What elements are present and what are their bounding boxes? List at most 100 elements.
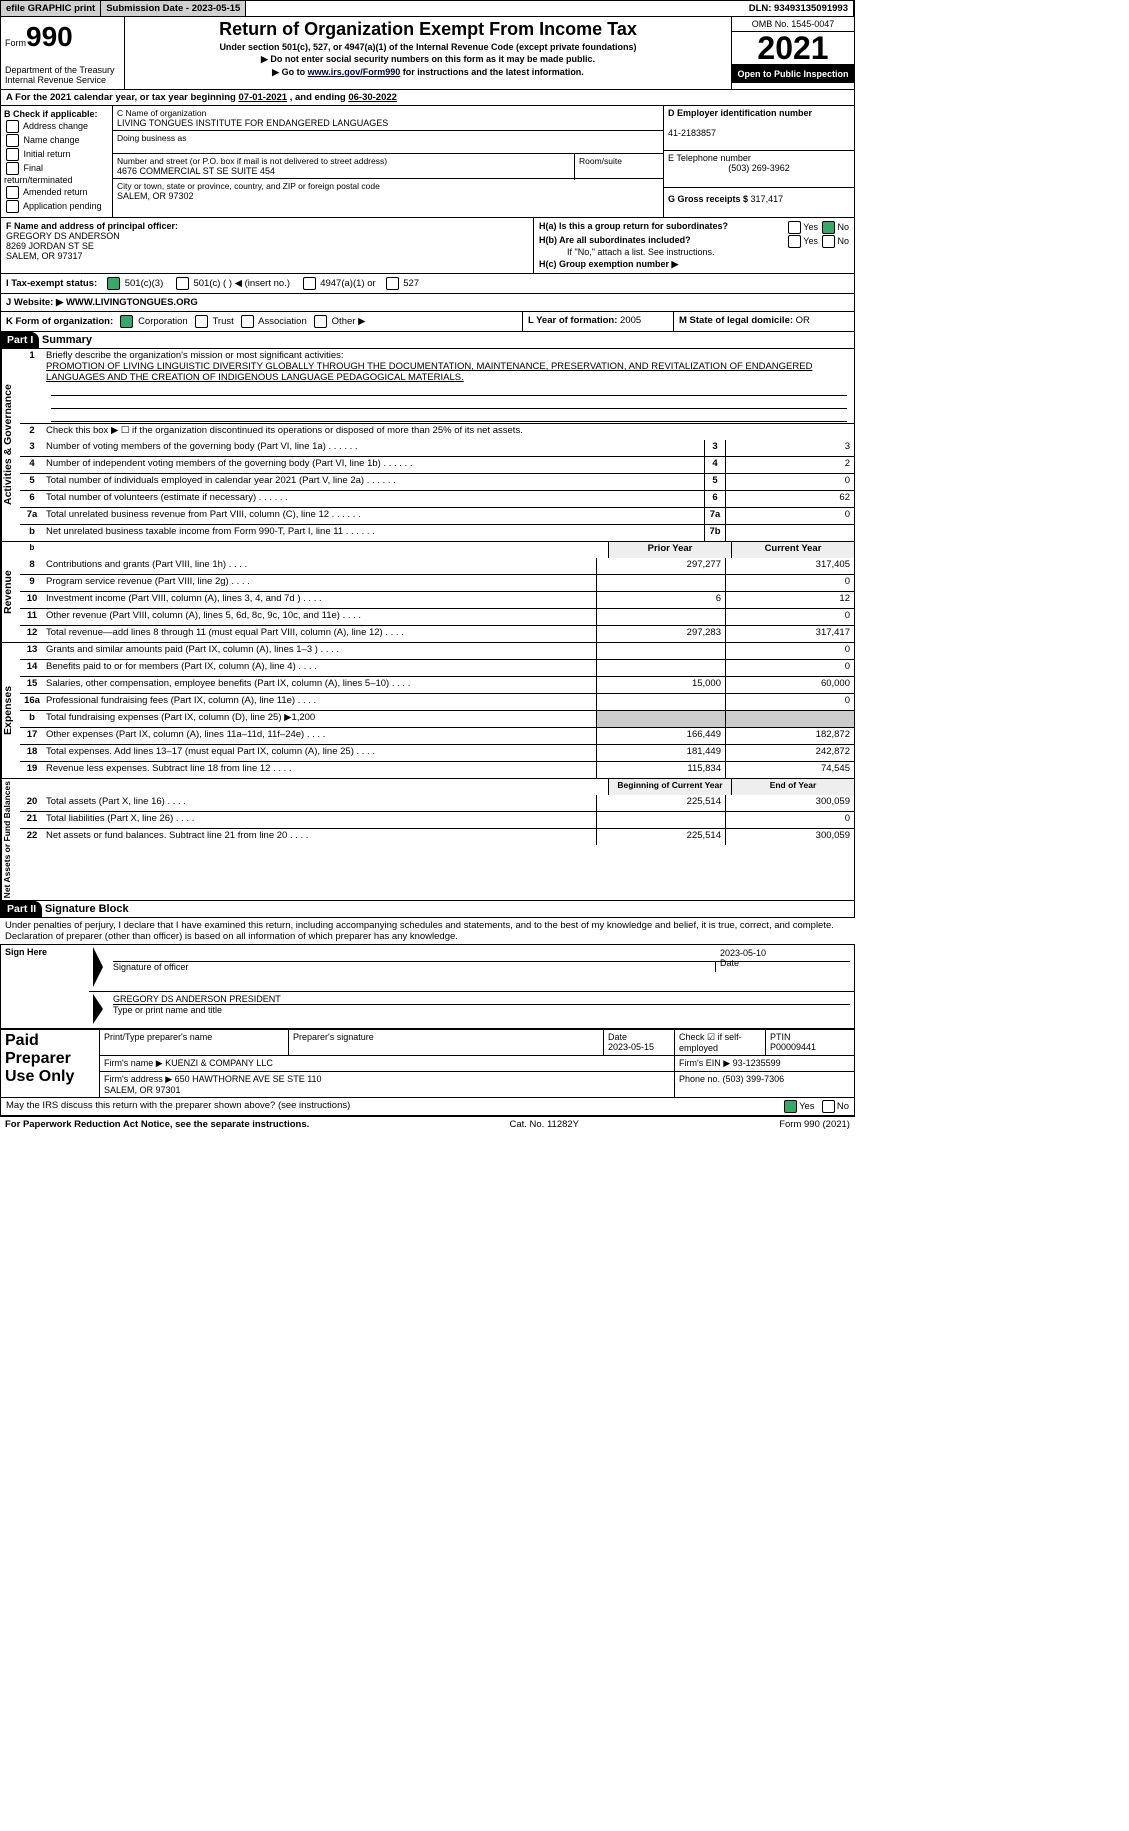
col-b-checkboxes: B Check if applicable: Address change Na… — [1, 106, 112, 217]
group-return: H(a) Is this a group return for subordin… — [533, 218, 854, 273]
ptin-value: P00009441 — [770, 1042, 816, 1052]
cb-initial-return[interactable]: Initial return — [4, 148, 109, 161]
dept-label: Department of the Treasury Internal Reve… — [5, 65, 120, 85]
part1-title: Part I — [1, 332, 39, 348]
line-item: 16aProfessional fundraising fees (Part I… — [20, 693, 854, 710]
header-center: Return of Organization Exempt From Incom… — [125, 17, 731, 89]
signature-table: Sign Here Signature of officer 2023-05-1… — [0, 944, 855, 1029]
rowa-begin: 07-01-2021 — [239, 92, 288, 103]
line-item: 22Net assets or fund balances. Subtract … — [20, 828, 854, 845]
section-netassets: Net Assets or Fund Balances Beginning of… — [0, 779, 855, 901]
rowa-mid: , and ending — [287, 92, 348, 103]
form-word: Form — [5, 38, 26, 48]
officer-title-label: Type or print name and title — [113, 1004, 850, 1015]
officer-printed-name: GREGORY DS ANDERSON PRESIDENT — [113, 994, 281, 1004]
header-right: OMB No. 1545-0047 2021 Open to Public In… — [731, 17, 854, 89]
line-item: bNet unrelated business taxable income f… — [20, 524, 854, 541]
efile-print-button[interactable]: efile GRAPHIC print — [1, 1, 101, 16]
colb-header: B Check if applicable: — [4, 109, 98, 119]
cb-address-change[interactable]: Address change — [4, 120, 109, 133]
cb-501c[interactable] — [176, 277, 189, 290]
row-a: A For the 2021 calendar year, or tax yea… — [0, 90, 855, 106]
cb-other[interactable] — [314, 315, 327, 328]
phone-value: (503) 269-3962 — [728, 163, 790, 173]
rowa-end: 06-30-2022 — [348, 92, 397, 103]
row-j-website: J Website: ▶ WWW.LIVINGTONGUES.ORG — [0, 294, 855, 312]
city-label: City or town, state or province, country… — [117, 181, 380, 191]
open-to-public: Open to Public Inspection — [732, 65, 854, 83]
prep-sig-label: Preparer's signature — [289, 1030, 604, 1056]
org-name-label: C Name of organization — [117, 108, 206, 118]
phone-label: E Telephone number — [668, 153, 751, 163]
discuss-label: May the IRS discuss this return with the… — [6, 1100, 782, 1113]
officer-name: GREGORY DS ANDERSON — [6, 231, 120, 241]
firm-ein-label: Firm's EIN ▶ — [679, 1058, 733, 1068]
cb-501c3[interactable] — [107, 277, 120, 290]
cb-assoc[interactable] — [241, 315, 254, 328]
part1-header: Part I Summary — [0, 332, 855, 349]
row-i-tax-status: I Tax-exempt status: 501(c)(3) 501(c) ( … — [0, 274, 855, 294]
ha-yes[interactable] — [788, 221, 801, 234]
top-bar: efile GRAPHIC print Submission Date - 20… — [0, 0, 855, 17]
cb-amended[interactable]: Amended return — [4, 186, 109, 199]
subtitle-2: ▶ Do not enter social security numbers o… — [133, 54, 723, 65]
prep-name-label: Print/Type preparer's name — [100, 1030, 289, 1056]
discuss-row: May the IRS discuss this return with the… — [0, 1098, 855, 1116]
hb-yes[interactable] — [788, 235, 801, 248]
cb-final-return[interactable]: Final return/terminated — [4, 162, 109, 185]
irs-link[interactable]: www.irs.gov/Form990 — [308, 67, 401, 77]
paid-preparer-label: Paid Preparer Use Only — [1, 1030, 100, 1098]
formorg-label: K Form of organization: — [6, 316, 113, 327]
line-item: 19Revenue less expenses. Subtract line 1… — [20, 761, 854, 778]
cb-name-change[interactable]: Name change — [4, 134, 109, 147]
city-value: SALEM, OR 97302 — [117, 191, 194, 201]
hb-no[interactable] — [822, 235, 835, 248]
discuss-yes[interactable] — [784, 1100, 797, 1113]
principal-officer: F Name and address of principal officer:… — [1, 218, 533, 273]
form-header: Form990 Department of the Treasury Inter… — [0, 17, 855, 90]
cb-trust[interactable] — [195, 315, 208, 328]
vlabel-activities: Activities & Governance — [1, 349, 20, 541]
line-item: 12Total revenue—add lines 8 through 11 (… — [20, 625, 854, 642]
cb-corp[interactable] — [120, 315, 133, 328]
state-domicile-label: M State of legal domicile: — [679, 315, 796, 326]
website-value: WWW.LIVINGTONGUES.ORG — [66, 297, 198, 308]
line-item: 13Grants and similar amounts paid (Part … — [20, 643, 854, 659]
pra-notice: For Paperwork Reduction Act Notice, see … — [5, 1119, 309, 1130]
submission-date-button[interactable]: Submission Date - 2023-05-15 — [101, 1, 246, 16]
footer: For Paperwork Reduction Act Notice, see … — [0, 1116, 855, 1132]
cb-4947[interactable] — [303, 277, 316, 290]
discuss-no[interactable] — [822, 1100, 835, 1113]
hb-label: H(b) Are all subordinates included? — [539, 235, 691, 245]
cb-pending[interactable]: Application pending — [4, 200, 109, 213]
cb-527[interactable] — [386, 277, 399, 290]
sign-here: Sign Here — [1, 945, 90, 1029]
officer-addr: 8269 JORDAN ST SE SALEM, OR 97317 — [6, 241, 94, 261]
vlabel-revenue: Revenue — [1, 542, 20, 642]
header-left: Form990 Department of the Treasury Inter… — [1, 17, 125, 89]
sig-date: 2023-05-10 — [720, 948, 850, 958]
section-activities: Activities & Governance 1 Briefly descri… — [0, 349, 855, 542]
mission-text: PROMOTION OF LIVING LINGUISTIC DIVERSITY… — [46, 361, 812, 383]
mission-label: Briefly describe the organization's miss… — [46, 350, 344, 361]
street-address: 4676 COMMERCIAL ST SE SUITE 454 — [117, 166, 275, 176]
dln-label: DLN: — [749, 3, 774, 14]
org-name: LIVING TONGUES INSTITUTE FOR ENDANGERED … — [117, 118, 388, 128]
status-label: I Tax-exempt status: — [6, 278, 97, 289]
f-label: F Name and address of principal officer: — [6, 221, 178, 231]
firm-name-label: Firm's name ▶ — [104, 1058, 165, 1068]
ha-no[interactable] — [822, 221, 835, 234]
line-item: bTotal fundraising expenses (Part IX, co… — [20, 710, 854, 727]
date-label: Date — [720, 958, 739, 968]
line-item: 20Total assets (Part X, line 16) . . . .… — [20, 795, 854, 811]
gross-value: 317,417 — [751, 194, 784, 204]
firm-addr-label: Firm's address ▶ — [104, 1074, 175, 1084]
ein-value: 41-2183857 — [668, 128, 716, 138]
part2-header: Part II Signature Block — [0, 901, 855, 918]
vlabel-netassets: Net Assets or Fund Balances — [1, 779, 20, 900]
line-item: 3Number of voting members of the governi… — [20, 440, 854, 456]
vlabel-expenses: Expenses — [1, 643, 20, 778]
subtitle-1: Under section 501(c), 527, or 4947(a)(1)… — [133, 42, 723, 52]
line2-text: Check this box ▶ ☐ if the organization d… — [44, 424, 854, 440]
prep-date-value: 2023-05-15 — [608, 1042, 654, 1052]
